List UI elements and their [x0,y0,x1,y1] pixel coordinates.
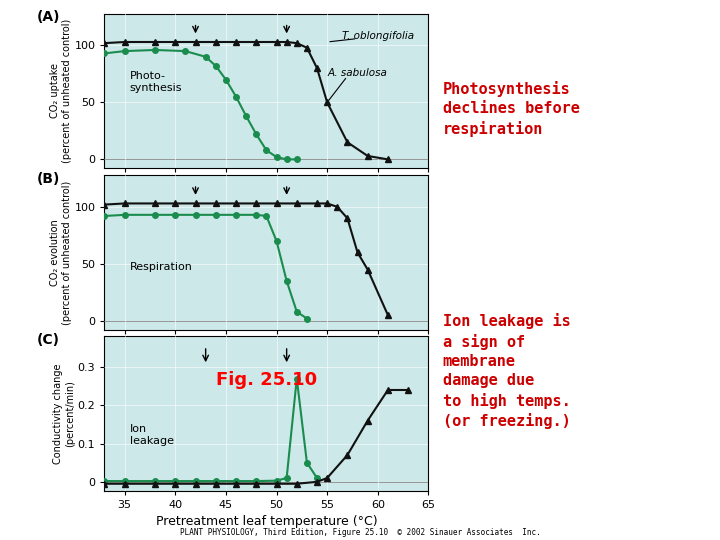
Text: A. sabulosa: A. sabulosa [327,68,387,78]
Text: (B): (B) [36,172,60,186]
Text: Photosynthesis
declines before
respiration: Photosynthesis declines before respirati… [443,81,580,137]
Text: T. oblongifolia: T. oblongifolia [342,31,415,40]
X-axis label: Pretreatment leaf temperature (°C): Pretreatment leaf temperature (°C) [156,515,377,528]
Y-axis label: CO₂ uptake
(percent of unheated control): CO₂ uptake (percent of unheated control) [50,19,71,163]
Text: Fig. 25.10: Fig. 25.10 [216,371,317,389]
Text: Ion leakage is
a sign of
membrane
damage due
to high temps.
(or freezing.): Ion leakage is a sign of membrane damage… [443,313,570,429]
Text: PLANT PHYSIOLOGY, Third Edition, Figure 25.10  © 2002 Sinauer Associates  Inc.: PLANT PHYSIOLOGY, Third Edition, Figure … [179,528,541,537]
Text: Ion
leakage: Ion leakage [130,424,174,446]
Text: (C): (C) [36,333,59,347]
Text: Respiration: Respiration [130,261,192,272]
Text: Photo-
synthesis: Photo- synthesis [130,71,182,93]
Y-axis label: Conductivity change
(percent/min): Conductivity change (percent/min) [53,363,75,464]
Y-axis label: CO₂ evolution
(percent of unheated control): CO₂ evolution (percent of unheated contr… [50,180,71,325]
Text: (A): (A) [36,10,60,24]
